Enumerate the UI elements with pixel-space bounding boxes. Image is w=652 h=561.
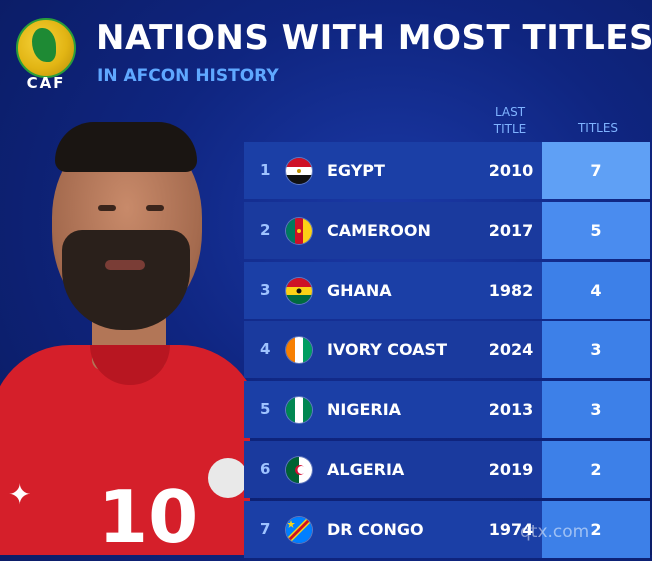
column-header-last-title: LAST TITLE [478,104,542,138]
table-row: 4 IVORY COAST 2024 3 [244,321,652,379]
country-name: IVORY COAST [327,340,447,360]
algeria-flag-icon [286,456,312,483]
last-title-year: 2019 [488,459,534,479]
rank: 3 [260,280,271,299]
titles-count: 3 [542,381,650,439]
rank: 2 [260,220,271,239]
table-row: 3 GHANA 1982 4 [244,261,652,319]
rank: 6 [260,459,271,478]
player-beard [62,230,190,330]
column-header-titles: TITLES [577,121,619,135]
ghana-flag-icon [286,277,312,304]
titles-count: 2 [542,500,650,558]
africa-map-icon [32,28,56,62]
rank: 7 [260,519,271,538]
titles-count: 4 [542,261,650,319]
last-title-year: 2010 [488,161,534,180]
ivory-coast-flag-icon [286,337,312,364]
titles-count: 3 [542,321,650,379]
country-name: CAMEROON [327,220,431,240]
table-row: 2 CAMEROON 2017 5 [244,201,652,259]
row-main: 2 CAMEROON 2017 [244,201,542,259]
row-main: 6 ALGERIA 2019 [244,440,542,498]
rank: 5 [260,400,271,419]
puma-logo-icon: ✦ [8,478,32,511]
last-title-year: 2024 [488,340,534,360]
titles-count: 5 [542,201,650,259]
last-title-year: 1974 [488,519,534,539]
last-title-year: 2017 [488,220,534,240]
last-title-year: 1982 [488,280,534,300]
page-subtitle: IN AFCON HISTORY [97,66,279,86]
country-name: NIGERIA [327,400,402,420]
table-row: 1 EGYPT 2010 7 [244,142,652,199]
titles-count: 7 [542,142,650,199]
row-main: 4 IVORY COAST 2024 [244,321,542,379]
player-eye [146,205,164,211]
caf-logo: CAF [10,18,82,92]
player-mouth [105,260,145,270]
dr-congo-flag-icon [286,516,312,543]
country-name: DR CONGO [327,519,424,539]
team-badge-icon [208,458,248,498]
row-main: 7 DR CONGO 1974 [244,500,542,558]
logo-text: CAF [26,74,66,92]
watermark: qtx.com [520,522,590,542]
country-name: GHANA [327,280,392,300]
row-main: 1 EGYPT 2010 [244,142,542,199]
egypt-flag-icon [286,158,312,184]
last-title-year: 2013 [488,400,534,420]
shirt-number: 10 [98,475,199,555]
table-row: 5 NIGERIA 2013 3 [244,381,652,439]
player-hair [55,122,197,172]
titles-count: 2 [542,440,650,498]
table-row: 6 ALGERIA 2019 2 [244,440,652,498]
rank: 1 [260,161,271,179]
country-name: EGYPT [327,161,385,180]
player-eye [98,205,116,211]
page-title: NATIONS WITH MOST TITLES [96,18,652,58]
titles-table: 1 EGYPT 2010 7 2 CAMEROON 2017 5 3 GHANA 1982 4 4 IVO… [244,142,652,561]
row-main: 5 NIGERIA 2013 [244,381,542,439]
rank: 4 [260,340,271,359]
cameroon-flag-icon [286,217,312,244]
nigeria-flag-icon [286,397,312,424]
player-image: ✦ 10 [0,110,250,555]
country-name: ALGERIA [327,459,405,479]
last-title-label: LAST TITLE [493,105,527,136]
table-row: 7 DR CONGO 1974 2 [244,500,652,558]
row-main: 3 GHANA 1982 [244,261,542,319]
